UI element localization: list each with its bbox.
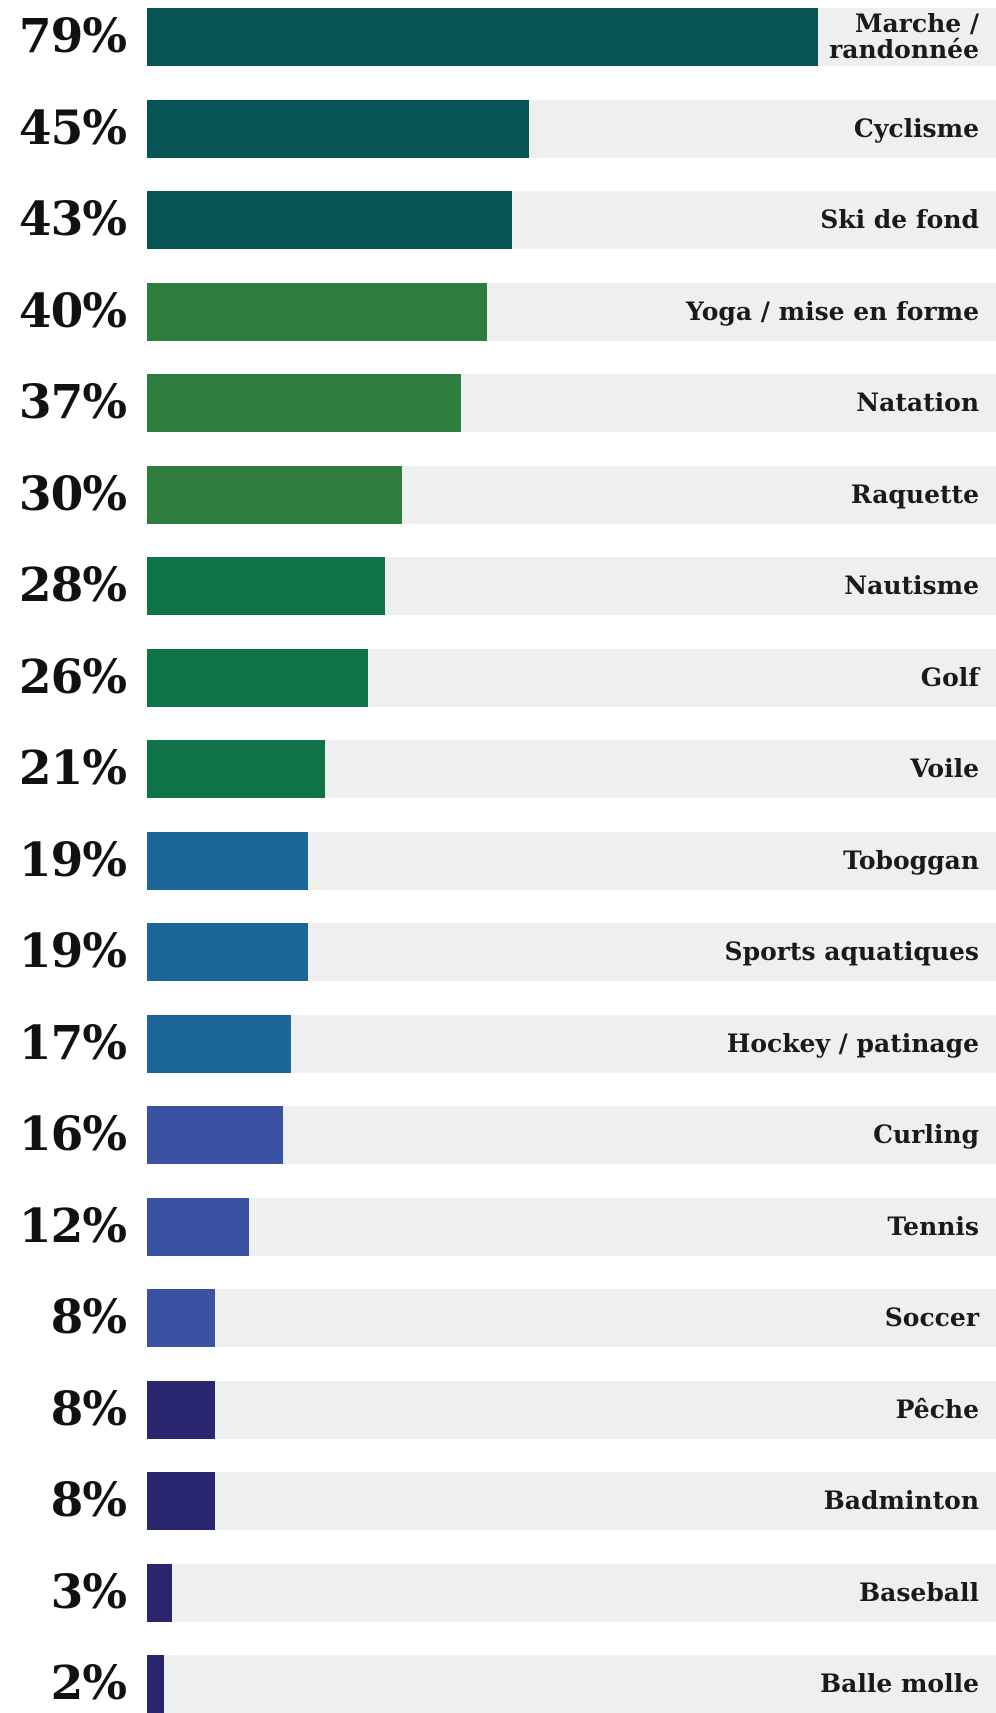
bar-row: 8% Badminton — [0, 1472, 996, 1530]
bar-row: 28% Nautisme — [0, 557, 996, 615]
bar-row: 8% Pêche — [0, 1380, 996, 1439]
category-label: Hockey / patinage — [726, 1028, 979, 1058]
bar — [147, 923, 309, 981]
bar-track: Pêche — [147, 1380, 996, 1439]
bar-row: 19% Sports aquatiques — [0, 923, 996, 981]
bar-track: Golf — [147, 648, 996, 707]
value-label: 12% — [18, 1198, 127, 1254]
value-label: 2% — [50, 1656, 127, 1711]
bar — [147, 8, 818, 66]
bar-row: 43% Ski de fond — [0, 191, 996, 249]
bar — [147, 374, 462, 432]
bar-track: Marche / randonnée — [147, 8, 996, 66]
bar-row: 17% Hockey / patinage — [0, 1014, 996, 1073]
bar — [147, 1655, 164, 1713]
category-label: Natation — [856, 388, 979, 417]
category-label: Marche / randonnée — [829, 9, 979, 64]
bar-row: 16% Curling — [0, 1106, 996, 1164]
category-label: Toboggan — [843, 845, 979, 875]
bar-track: Raquette — [147, 465, 996, 524]
bar-track: Nautisme — [147, 557, 996, 615]
bar-row: 12% Tennis — [0, 1197, 996, 1256]
bar — [147, 191, 513, 249]
value-label: 43% — [18, 192, 127, 247]
bar — [147, 1014, 292, 1073]
category-label: Pêche — [895, 1394, 979, 1424]
value-label: 16% — [18, 1107, 127, 1162]
bar-row: 45% Cyclisme — [0, 99, 996, 158]
category-label: Yoga / mise en forme — [686, 296, 979, 326]
bar-row: 26% Golf — [0, 648, 996, 707]
bar — [147, 99, 530, 158]
value-label: 19% — [18, 832, 127, 888]
bar — [147, 1563, 173, 1622]
category-label: Tennis — [887, 1211, 979, 1241]
bar-track: Soccer — [147, 1289, 996, 1347]
bar — [147, 1472, 215, 1530]
bar-row: 3% Baseball — [0, 1563, 996, 1622]
bar — [147, 831, 309, 890]
bar — [147, 740, 326, 798]
category-label: Curling — [873, 1120, 979, 1149]
category-label: Raquette — [850, 479, 979, 509]
bar-track: Tennis — [147, 1197, 996, 1256]
bar-row: 2% Balle molle — [0, 1655, 996, 1713]
value-label: 19% — [18, 924, 127, 979]
bar-track: Balle molle — [147, 1655, 996, 1713]
bar — [147, 1106, 283, 1164]
value-label: 40% — [18, 283, 127, 339]
bar — [147, 648, 368, 707]
value-label: 26% — [18, 649, 127, 705]
value-label: 28% — [18, 558, 127, 613]
bar-track: Toboggan — [147, 831, 996, 890]
bar-row: 19% Toboggan — [0, 831, 996, 890]
category-label: Cyclisme — [853, 113, 979, 143]
value-label: 21% — [18, 741, 127, 796]
category-label: Sports aquatiques — [724, 937, 979, 966]
bar-track: Sports aquatiques — [147, 923, 996, 981]
bar — [147, 1380, 215, 1439]
value-label: 45% — [18, 100, 127, 156]
bar-row: 8% Soccer — [0, 1289, 996, 1347]
value-label: 79% — [18, 9, 127, 64]
bar — [147, 1197, 249, 1256]
bar-track: Natation — [147, 374, 996, 432]
value-label: 8% — [50, 1473, 127, 1528]
category-label: Badminton — [823, 1486, 979, 1515]
bar-track: Baseball — [147, 1563, 996, 1622]
bar-track: Ski de fond — [147, 191, 996, 249]
value-label: 37% — [18, 375, 127, 430]
bar — [147, 1289, 215, 1347]
value-label: 8% — [50, 1290, 127, 1345]
bar-track: Voile — [147, 740, 996, 798]
bar-track: Yoga / mise en forme — [147, 282, 996, 341]
category-label: Balle molle — [820, 1669, 979, 1698]
bar — [147, 557, 385, 615]
bar-track: Cyclisme — [147, 99, 996, 158]
category-label: Ski de fond — [820, 205, 979, 234]
bar — [147, 465, 402, 524]
bar-track: Hockey / patinage — [147, 1014, 996, 1073]
value-label: 30% — [18, 466, 127, 522]
value-label: 8% — [50, 1381, 127, 1437]
bar-row: 21% Voile — [0, 740, 996, 798]
bar-row: 37% Natation — [0, 374, 996, 432]
value-label: 17% — [18, 1015, 127, 1071]
bar-track: Badminton — [147, 1472, 996, 1530]
bar-row: 30% Raquette — [0, 465, 996, 524]
bar-track: Curling — [147, 1106, 996, 1164]
bar-row: 40% Yoga / mise en forme — [0, 282, 996, 341]
bar — [147, 282, 487, 341]
category-label: Baseball — [859, 1577, 979, 1607]
category-label: Voile — [910, 754, 979, 783]
category-label: Nautisme — [844, 571, 979, 600]
bar-row: 79% Marche / randonnée — [0, 8, 996, 66]
category-label: Soccer — [884, 1303, 979, 1332]
category-label: Golf — [920, 662, 979, 692]
value-label: 3% — [50, 1564, 127, 1620]
